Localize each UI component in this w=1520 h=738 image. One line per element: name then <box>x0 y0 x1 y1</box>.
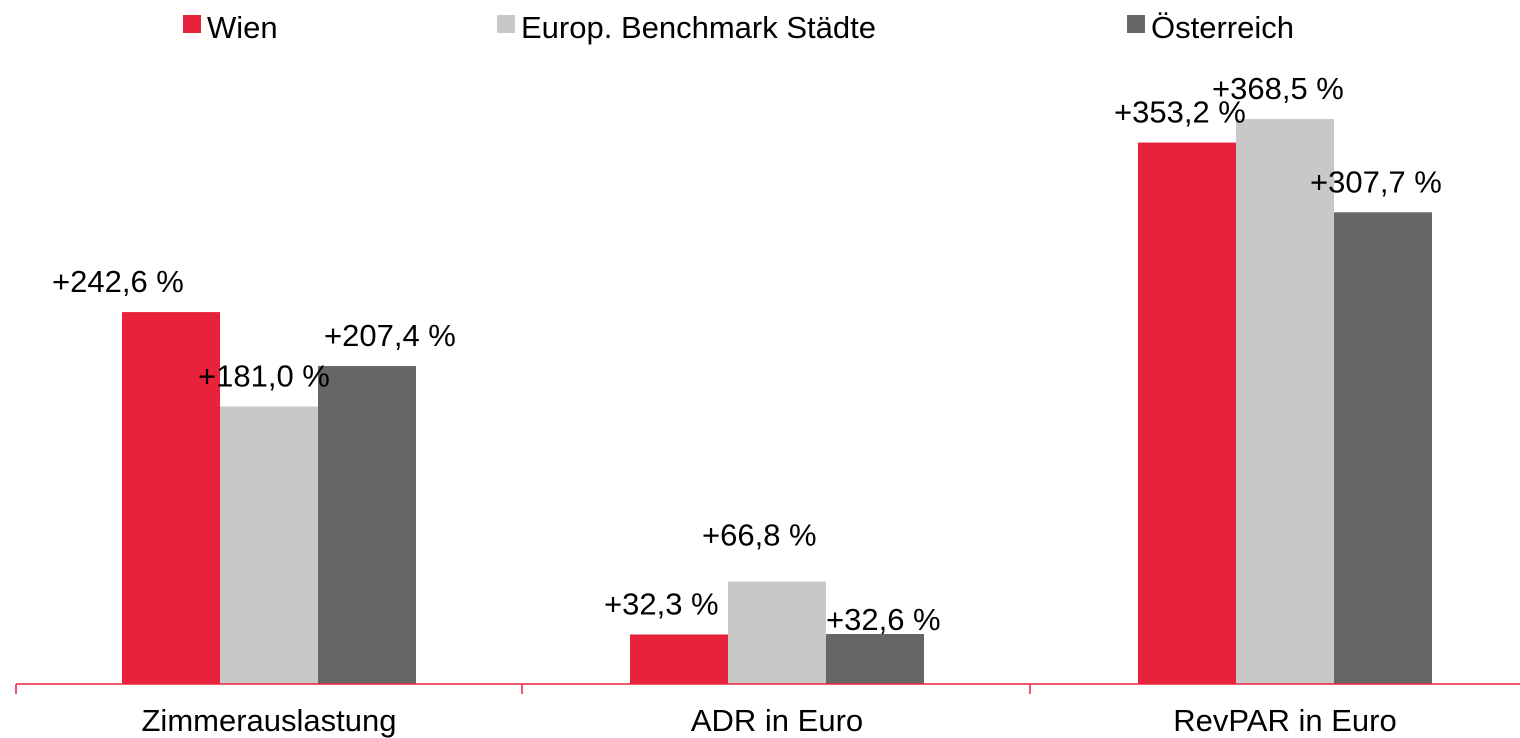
x-tick-label-2: ADR in Euro <box>691 703 863 738</box>
bar-1-2 <box>220 406 318 684</box>
bar-2-2 <box>728 581 826 684</box>
legend-swatch-1 <box>183 15 201 33</box>
data-label-2-2: +66,8 % <box>702 518 817 553</box>
legend-label-2: Europ. Benchmark Städte <box>521 10 876 45</box>
data-label-1-3: +207,4 % <box>324 318 456 353</box>
x-tick-label-1: Zimmerauslastung <box>142 703 397 738</box>
data-labels: +242,6 % +181,0 % +207,4 % +32,3 % +66,8 % +3… <box>52 71 1442 637</box>
data-label-2-1: +32,3 % <box>604 586 719 621</box>
data-label-1-2: +181,0 % <box>198 359 330 394</box>
bar-1-3 <box>318 366 416 684</box>
legend-swatch-2 <box>497 15 515 33</box>
bars <box>122 119 1432 685</box>
legend-label-1: Wien <box>207 10 278 45</box>
legend-swatch-3 <box>1127 15 1145 33</box>
bar-3-2 <box>1236 119 1334 685</box>
x-axis: Zimmerauslastung ADR in Euro RevPAR in Eur… <box>15 683 1520 738</box>
bar-1-1 <box>122 312 220 684</box>
data-label-1-1: +242,6 % <box>52 264 184 299</box>
legend: Wien Europ. Benchmark Städte Österreich <box>183 10 1294 45</box>
bar-2-1 <box>630 634 728 684</box>
bar-3-3 <box>1334 212 1432 684</box>
data-label-3-1: +353,2 % <box>1114 95 1246 130</box>
bar-3-1 <box>1138 142 1236 684</box>
data-label-2-3: +32,6 % <box>826 602 941 637</box>
x-tick-label-3: RevPAR in Euro <box>1173 703 1396 738</box>
legend-label-3: Österreich <box>1151 10 1294 45</box>
data-label-3-3: +307,7 % <box>1310 164 1442 199</box>
data-label-3-2: +368,5 % <box>1212 71 1344 106</box>
bar-2-3 <box>826 634 924 684</box>
